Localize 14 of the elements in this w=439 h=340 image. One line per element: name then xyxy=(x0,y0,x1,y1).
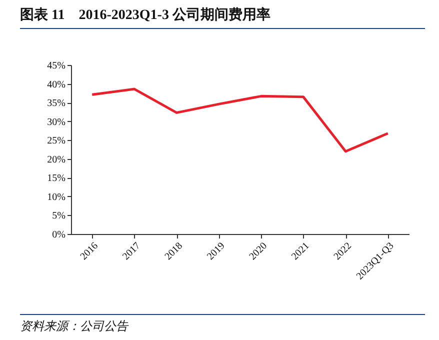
line-series xyxy=(90,88,390,153)
y-tick-label: 30% xyxy=(47,116,66,128)
y-tick-label: 35% xyxy=(47,98,66,110)
text: 资料来源：公司公告 xyxy=(20,314,425,335)
y-tick-label: 10% xyxy=(47,192,66,203)
x-tick-label: 2021 xyxy=(290,240,312,262)
y-tick-label: 40% xyxy=(47,79,66,90)
y-tick-label: 0% xyxy=(52,230,66,240)
y-tick-label: 15% xyxy=(47,173,66,184)
chart-title: 图表 11 2016-2023Q1-3 公司期间费用率 xyxy=(20,6,425,29)
y-tick-label: 20% xyxy=(47,154,66,166)
y-tick-label: 45% xyxy=(47,60,66,72)
y-tick-label: 5% xyxy=(52,210,66,222)
y-tick-label: 25% xyxy=(47,136,66,147)
